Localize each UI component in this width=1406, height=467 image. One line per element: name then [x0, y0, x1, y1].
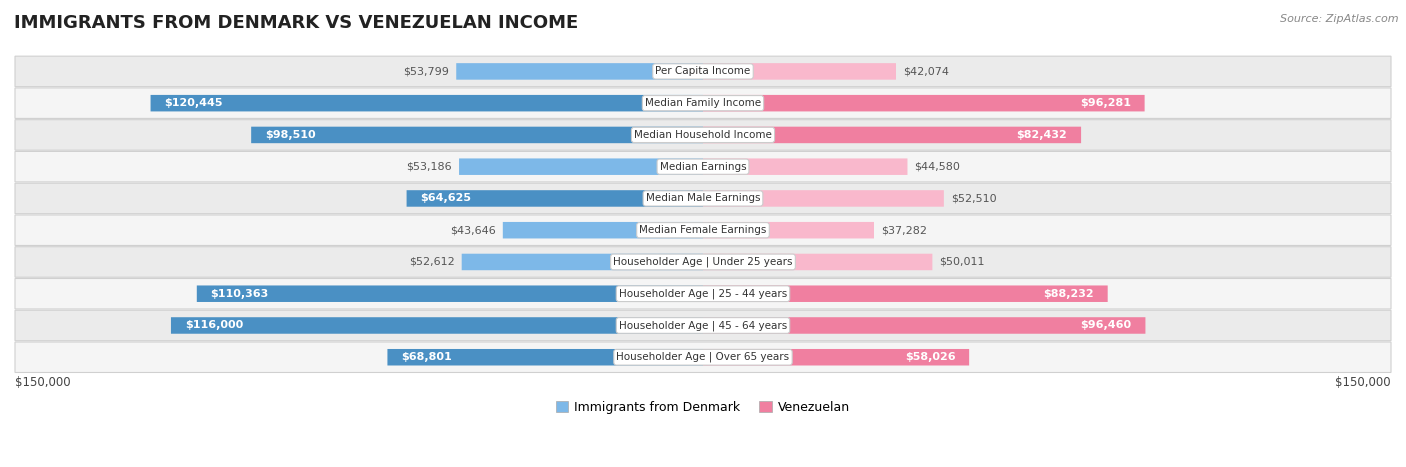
FancyBboxPatch shape — [703, 95, 1144, 112]
FancyBboxPatch shape — [458, 158, 703, 175]
FancyBboxPatch shape — [197, 285, 703, 302]
Text: Median Male Earnings: Median Male Earnings — [645, 193, 761, 204]
Text: $120,445: $120,445 — [165, 98, 222, 108]
FancyBboxPatch shape — [15, 310, 1391, 341]
Text: $42,074: $42,074 — [903, 66, 949, 77]
Text: $44,580: $44,580 — [914, 162, 960, 172]
Text: $58,026: $58,026 — [904, 352, 956, 362]
Text: $64,625: $64,625 — [420, 193, 471, 204]
Text: $52,510: $52,510 — [950, 193, 997, 204]
Text: $96,460: $96,460 — [1081, 320, 1132, 331]
Text: $50,011: $50,011 — [939, 257, 984, 267]
Text: $150,000: $150,000 — [1336, 375, 1391, 389]
FancyBboxPatch shape — [15, 215, 1391, 246]
FancyBboxPatch shape — [15, 278, 1391, 309]
FancyBboxPatch shape — [15, 183, 1391, 214]
FancyBboxPatch shape — [15, 151, 1391, 182]
FancyBboxPatch shape — [15, 56, 1391, 87]
Text: Median Family Income: Median Family Income — [645, 98, 761, 108]
FancyBboxPatch shape — [406, 190, 703, 207]
FancyBboxPatch shape — [703, 190, 943, 207]
Text: $53,799: $53,799 — [404, 66, 450, 77]
Text: IMMIGRANTS FROM DENMARK VS VENEZUELAN INCOME: IMMIGRANTS FROM DENMARK VS VENEZUELAN IN… — [14, 14, 578, 32]
Text: $150,000: $150,000 — [15, 375, 70, 389]
Text: Householder Age | 25 - 44 years: Householder Age | 25 - 44 years — [619, 289, 787, 299]
Text: $52,612: $52,612 — [409, 257, 454, 267]
Text: Median Household Income: Median Household Income — [634, 130, 772, 140]
FancyBboxPatch shape — [503, 222, 703, 239]
FancyBboxPatch shape — [703, 349, 969, 366]
FancyBboxPatch shape — [703, 285, 1108, 302]
Text: $37,282: $37,282 — [882, 225, 927, 235]
FancyBboxPatch shape — [703, 158, 907, 175]
FancyBboxPatch shape — [703, 254, 932, 270]
FancyBboxPatch shape — [150, 95, 703, 112]
FancyBboxPatch shape — [15, 120, 1391, 150]
Text: $82,432: $82,432 — [1017, 130, 1067, 140]
FancyBboxPatch shape — [15, 247, 1391, 277]
Text: Householder Age | Under 25 years: Householder Age | Under 25 years — [613, 257, 793, 267]
Text: $68,801: $68,801 — [401, 352, 451, 362]
Text: Householder Age | 45 - 64 years: Householder Age | 45 - 64 years — [619, 320, 787, 331]
Text: $43,646: $43,646 — [450, 225, 496, 235]
FancyBboxPatch shape — [456, 63, 703, 80]
FancyBboxPatch shape — [703, 317, 1146, 334]
Text: $96,281: $96,281 — [1080, 98, 1130, 108]
Text: Householder Age | Over 65 years: Householder Age | Over 65 years — [616, 352, 790, 362]
Text: $53,186: $53,186 — [406, 162, 453, 172]
Text: Median Earnings: Median Earnings — [659, 162, 747, 172]
FancyBboxPatch shape — [388, 349, 703, 366]
FancyBboxPatch shape — [252, 127, 703, 143]
Text: $116,000: $116,000 — [184, 320, 243, 331]
FancyBboxPatch shape — [703, 63, 896, 80]
Text: Median Female Earnings: Median Female Earnings — [640, 225, 766, 235]
Text: $98,510: $98,510 — [264, 130, 315, 140]
FancyBboxPatch shape — [461, 254, 703, 270]
Text: Source: ZipAtlas.com: Source: ZipAtlas.com — [1281, 14, 1399, 24]
Text: $110,363: $110,363 — [211, 289, 269, 299]
Legend: Immigrants from Denmark, Venezuelan: Immigrants from Denmark, Venezuelan — [551, 396, 855, 418]
Text: Per Capita Income: Per Capita Income — [655, 66, 751, 77]
Text: $88,232: $88,232 — [1043, 289, 1094, 299]
FancyBboxPatch shape — [15, 88, 1391, 119]
FancyBboxPatch shape — [703, 222, 875, 239]
FancyBboxPatch shape — [15, 342, 1391, 373]
FancyBboxPatch shape — [703, 127, 1081, 143]
FancyBboxPatch shape — [172, 317, 703, 334]
